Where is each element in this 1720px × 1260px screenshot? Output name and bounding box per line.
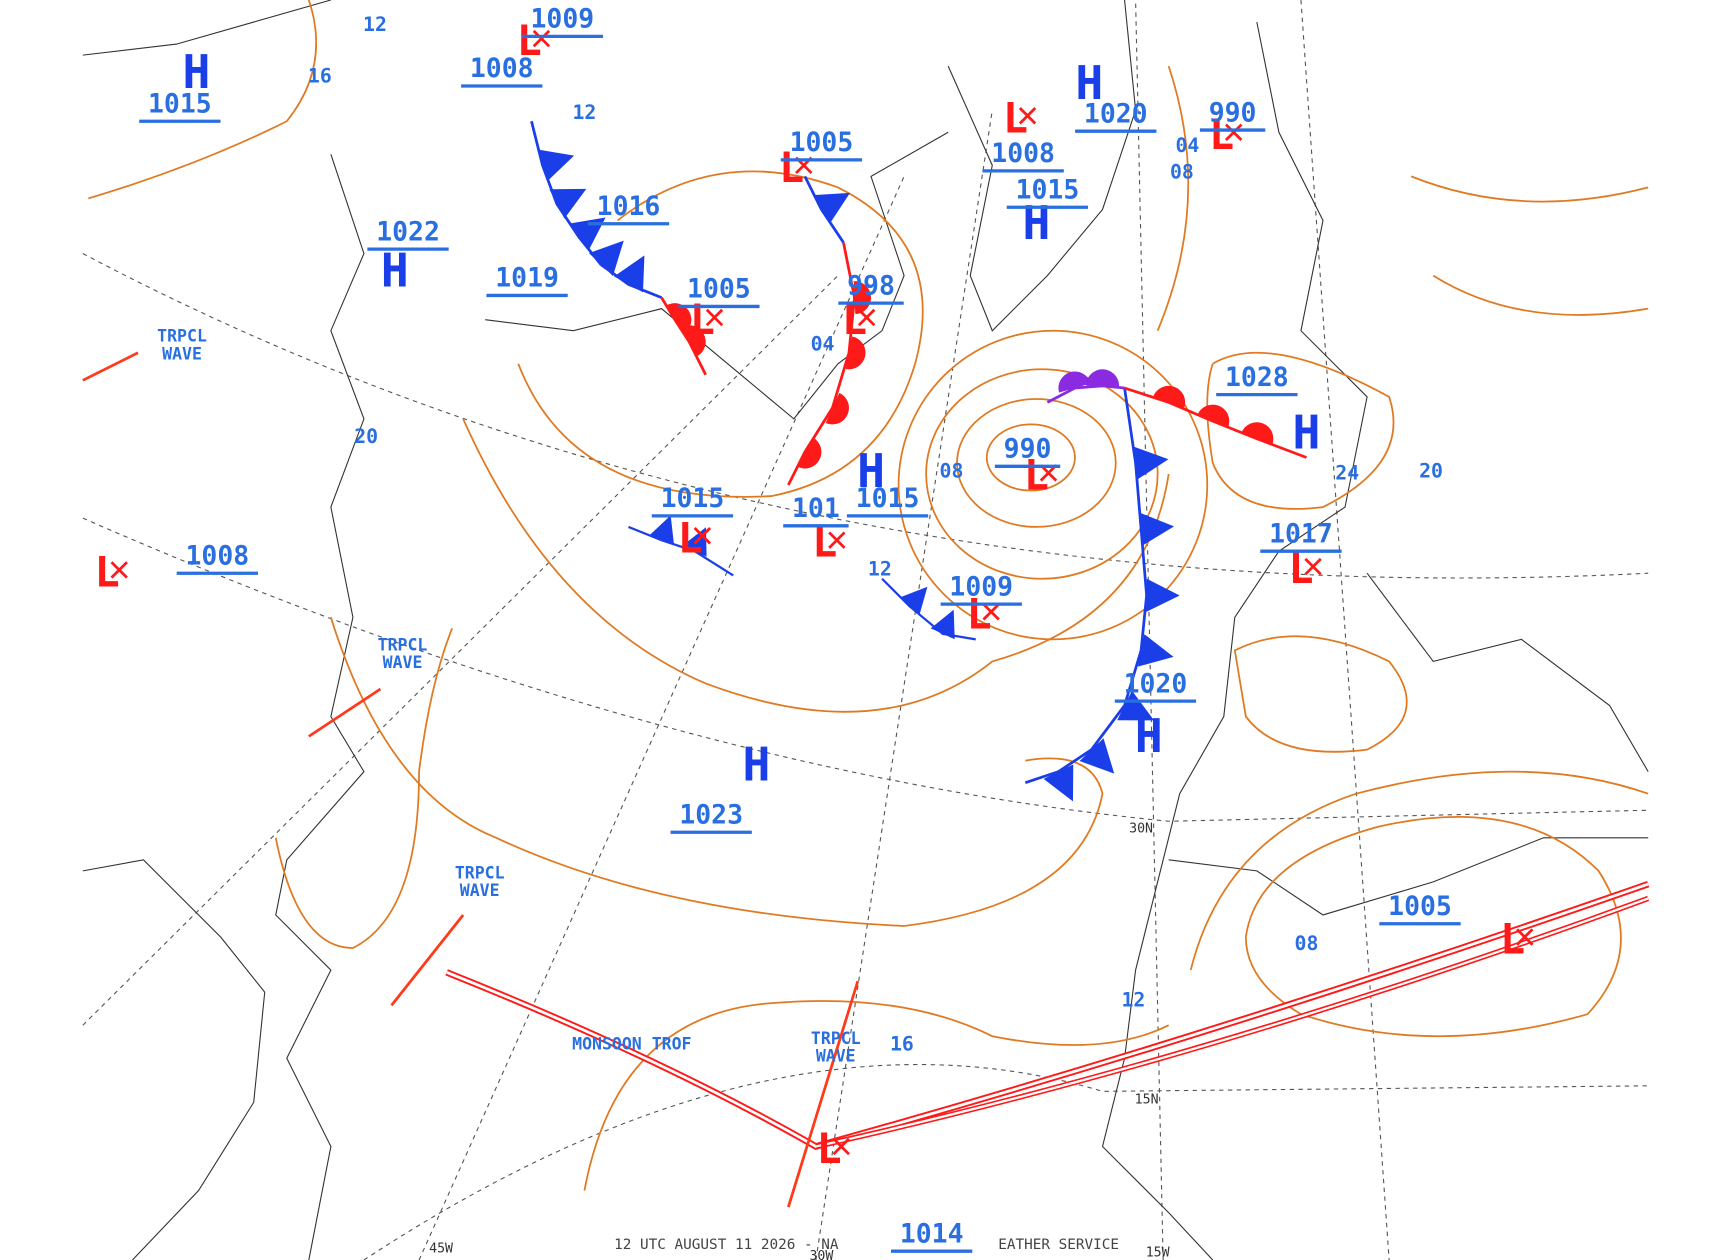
isobar-label: 08 xyxy=(940,459,964,482)
low-x xyxy=(110,561,128,579)
pressure-label: 101 xyxy=(792,493,840,524)
pressure-label: 1009 xyxy=(949,571,1013,602)
isobar-label: 20 xyxy=(354,425,378,448)
pressure-label: 998 xyxy=(847,270,895,301)
isobar-label: 20 xyxy=(1419,459,1443,482)
stationary-front xyxy=(628,515,734,577)
isobar-label: 24 xyxy=(1335,462,1359,485)
isobar-label: 12 xyxy=(868,557,892,580)
feature-label: TRPCL WAVE xyxy=(378,635,428,672)
high-center: H xyxy=(1293,406,1321,460)
low-x xyxy=(705,308,724,327)
pressure-label: 1015 xyxy=(856,483,920,514)
high-center: H xyxy=(381,244,409,298)
pressure-label: 1008 xyxy=(991,138,1055,169)
isobar-label: 04 xyxy=(1175,134,1199,157)
pressure-label: 1022 xyxy=(376,216,440,247)
grid-label: 30W xyxy=(809,1249,833,1260)
pressure-label: 990 xyxy=(1004,433,1052,464)
pressure-label: 1020 xyxy=(1084,98,1148,129)
occluded-front xyxy=(1046,369,1125,404)
cold-front xyxy=(1024,387,1180,802)
high-center: H xyxy=(1135,709,1163,763)
low-x xyxy=(832,1137,850,1156)
pressure-label: 1008 xyxy=(185,540,249,571)
pressure-label: 1005 xyxy=(1388,891,1452,922)
low-x xyxy=(532,29,551,48)
pressure-label: 1014 xyxy=(900,1218,964,1249)
pressure-label: 1023 xyxy=(679,799,743,830)
high-center: H xyxy=(1075,56,1103,110)
isobar-label: 04 xyxy=(811,333,835,356)
low-x xyxy=(1018,107,1037,125)
isobar-label: 08 xyxy=(1170,161,1194,184)
high-center: H xyxy=(742,737,770,791)
pressure-label: 1020 xyxy=(1124,668,1188,699)
pressure-label: 1015 xyxy=(1016,174,1080,205)
pressure-label: 1028 xyxy=(1225,362,1289,393)
pressure-label: 1008 xyxy=(470,53,534,84)
feature-label: TRPCL WAVE xyxy=(157,327,207,364)
low-x xyxy=(1304,557,1322,576)
cold-front xyxy=(530,120,663,299)
grid-label: 15W xyxy=(1146,1246,1170,1260)
low-x xyxy=(1225,123,1243,141)
low-x xyxy=(982,603,1000,621)
high-center: H xyxy=(1022,196,1050,250)
troughs xyxy=(82,351,1650,1208)
feature-label: TRPCL WAVE xyxy=(811,1029,861,1066)
isobar-label: 12 xyxy=(363,13,387,36)
footer-text: 12 UTC AUGUST 11 2026 - NA xyxy=(614,1237,839,1253)
pressure-label: 1016 xyxy=(597,191,661,222)
cold-front xyxy=(803,175,851,244)
feature-label: TRPCL WAVE xyxy=(455,864,505,901)
grid-label: 45W xyxy=(429,1241,453,1256)
isobar-label: 12 xyxy=(1121,988,1145,1011)
warm-front xyxy=(1124,385,1307,459)
isobar-label: 12 xyxy=(572,101,596,124)
pressure-label: 1015 xyxy=(661,483,725,514)
warm-front xyxy=(660,296,707,376)
isobar-label: 16 xyxy=(890,1033,914,1056)
isobar-label: 16 xyxy=(308,65,332,88)
map-area xyxy=(82,0,1649,1260)
pressure-label: 1015 xyxy=(148,88,212,119)
high-center: H xyxy=(857,444,885,498)
footer-text: EATHER SERVICE xyxy=(998,1237,1119,1253)
low-x xyxy=(693,527,712,545)
warm-front xyxy=(787,242,872,486)
pressure-label: 1009 xyxy=(531,4,595,35)
low-x xyxy=(857,308,876,327)
pressure-label: 1019 xyxy=(495,263,559,294)
grid-label: 30N xyxy=(1129,821,1153,836)
pressure-label: 1005 xyxy=(790,127,854,158)
pressure-label: 990 xyxy=(1209,97,1257,128)
low-x xyxy=(828,531,846,549)
low-x xyxy=(1516,928,1534,946)
cold-front xyxy=(881,577,976,641)
feature-label: MONSOON TROF xyxy=(572,1034,691,1053)
pressure-label: 1005 xyxy=(687,274,751,305)
grid-label: 15N xyxy=(1135,1092,1159,1107)
pressure-label: 1017 xyxy=(1269,518,1333,549)
high-center: H xyxy=(182,45,210,99)
isobar-label: 08 xyxy=(1295,932,1319,955)
fronts xyxy=(530,120,1307,802)
